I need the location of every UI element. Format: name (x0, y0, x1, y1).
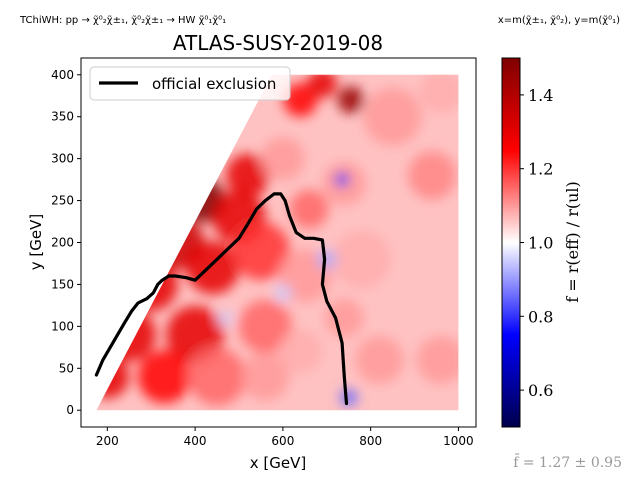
exclusion-line (94, 192, 349, 406)
heat-cell-21 (261, 136, 305, 181)
colorbar-label: f = r(eff) / r(ul) (563, 181, 582, 303)
heat-cell-14 (137, 350, 191, 404)
heat-cell-22 (283, 83, 318, 117)
colorbar (501, 57, 521, 428)
legend-entry-official-exclusion: official exclusion (152, 75, 276, 93)
process-label: TChiWH: pp → χ̃⁰₂χ̃±₁, χ̃⁰₂χ̃±₁ → HW χ̃⁰… (19, 14, 226, 26)
chart-title: ATLAS-SUSY-2019-08 (173, 31, 383, 55)
heat-cell-37 (274, 284, 292, 302)
heat-cell-16 (238, 299, 292, 353)
heat-cell-36 (317, 249, 337, 269)
heat-cell-34 (335, 172, 349, 187)
x-axis: 200 400 600 800 1000 (96, 427, 474, 448)
y-tick-label-200: 200 (51, 236, 74, 250)
colorbar-tick-label-1.4: 1.4 (528, 86, 553, 105)
y-axis: 0 50 100 150 200 250 300 350 400 (51, 68, 81, 417)
heat-cell-38 (218, 310, 233, 326)
heat-cell-11 (231, 221, 290, 280)
heat-cell-33 (325, 298, 364, 338)
y-axis-label: y [GeV] (27, 214, 45, 270)
axes-definition-label: x=m(χ̃±₁, χ̃⁰₂), y=m(χ̃⁰₁) (498, 14, 620, 26)
y-tick-label-150: 150 (51, 277, 74, 291)
heat-cell-24 (337, 86, 365, 114)
colorbar-tick-label-0.8: 0.8 (528, 307, 553, 326)
heat-cell-15 (188, 347, 247, 406)
colorbar-axis: 0.6 0.8 1.0 1.2 1.4 (520, 86, 553, 400)
y-tick-label-350: 350 (51, 110, 74, 124)
heat-cell-35 (340, 388, 358, 407)
x-axis-label: x [GeV] (250, 454, 306, 472)
heat-cell-23 (307, 74, 337, 98)
heat-cell-31 (355, 335, 404, 384)
y-tick-label-250: 250 (51, 194, 74, 208)
x-tick-label-1000: 1000 (443, 434, 474, 448)
x-tick-label-800: 800 (359, 434, 382, 448)
heat-cell-9 (186, 241, 240, 295)
heat-cell-30 (385, 255, 444, 314)
y-tick-label-300: 300 (51, 152, 74, 166)
legend-box (89, 66, 291, 101)
colorbar-tick-label-1: 1.0 (528, 234, 553, 253)
y-tick-label-100: 100 (51, 319, 74, 333)
heat-cell-12 (226, 153, 270, 198)
heat-cell-20 (278, 329, 323, 374)
y-tick-label-400: 400 (51, 68, 74, 82)
colorbar-tick-label-1.2: 1.2 (528, 160, 553, 179)
legend: official exclusion (89, 66, 291, 101)
heat-cell-27 (408, 151, 457, 200)
y-tick-label-50: 50 (59, 361, 74, 375)
x-tick-label-600: 600 (271, 434, 294, 448)
x-tick-label-200: 200 (96, 434, 119, 448)
x-tick-label-400: 400 (184, 434, 207, 448)
heat-cell-19 (241, 352, 290, 401)
heat-cell-28 (419, 74, 459, 114)
y-tick-label-0: 0 (66, 403, 74, 417)
heat-cell-32 (416, 335, 459, 384)
mean-value-label: f̄ = 1.27 ± 0.95 (513, 453, 622, 471)
heat-cell-29 (332, 230, 391, 289)
colorbar-tick-label-0.6: 0.6 (528, 381, 553, 400)
heat-cell-18 (289, 189, 329, 229)
heat-cell-26 (363, 87, 422, 146)
